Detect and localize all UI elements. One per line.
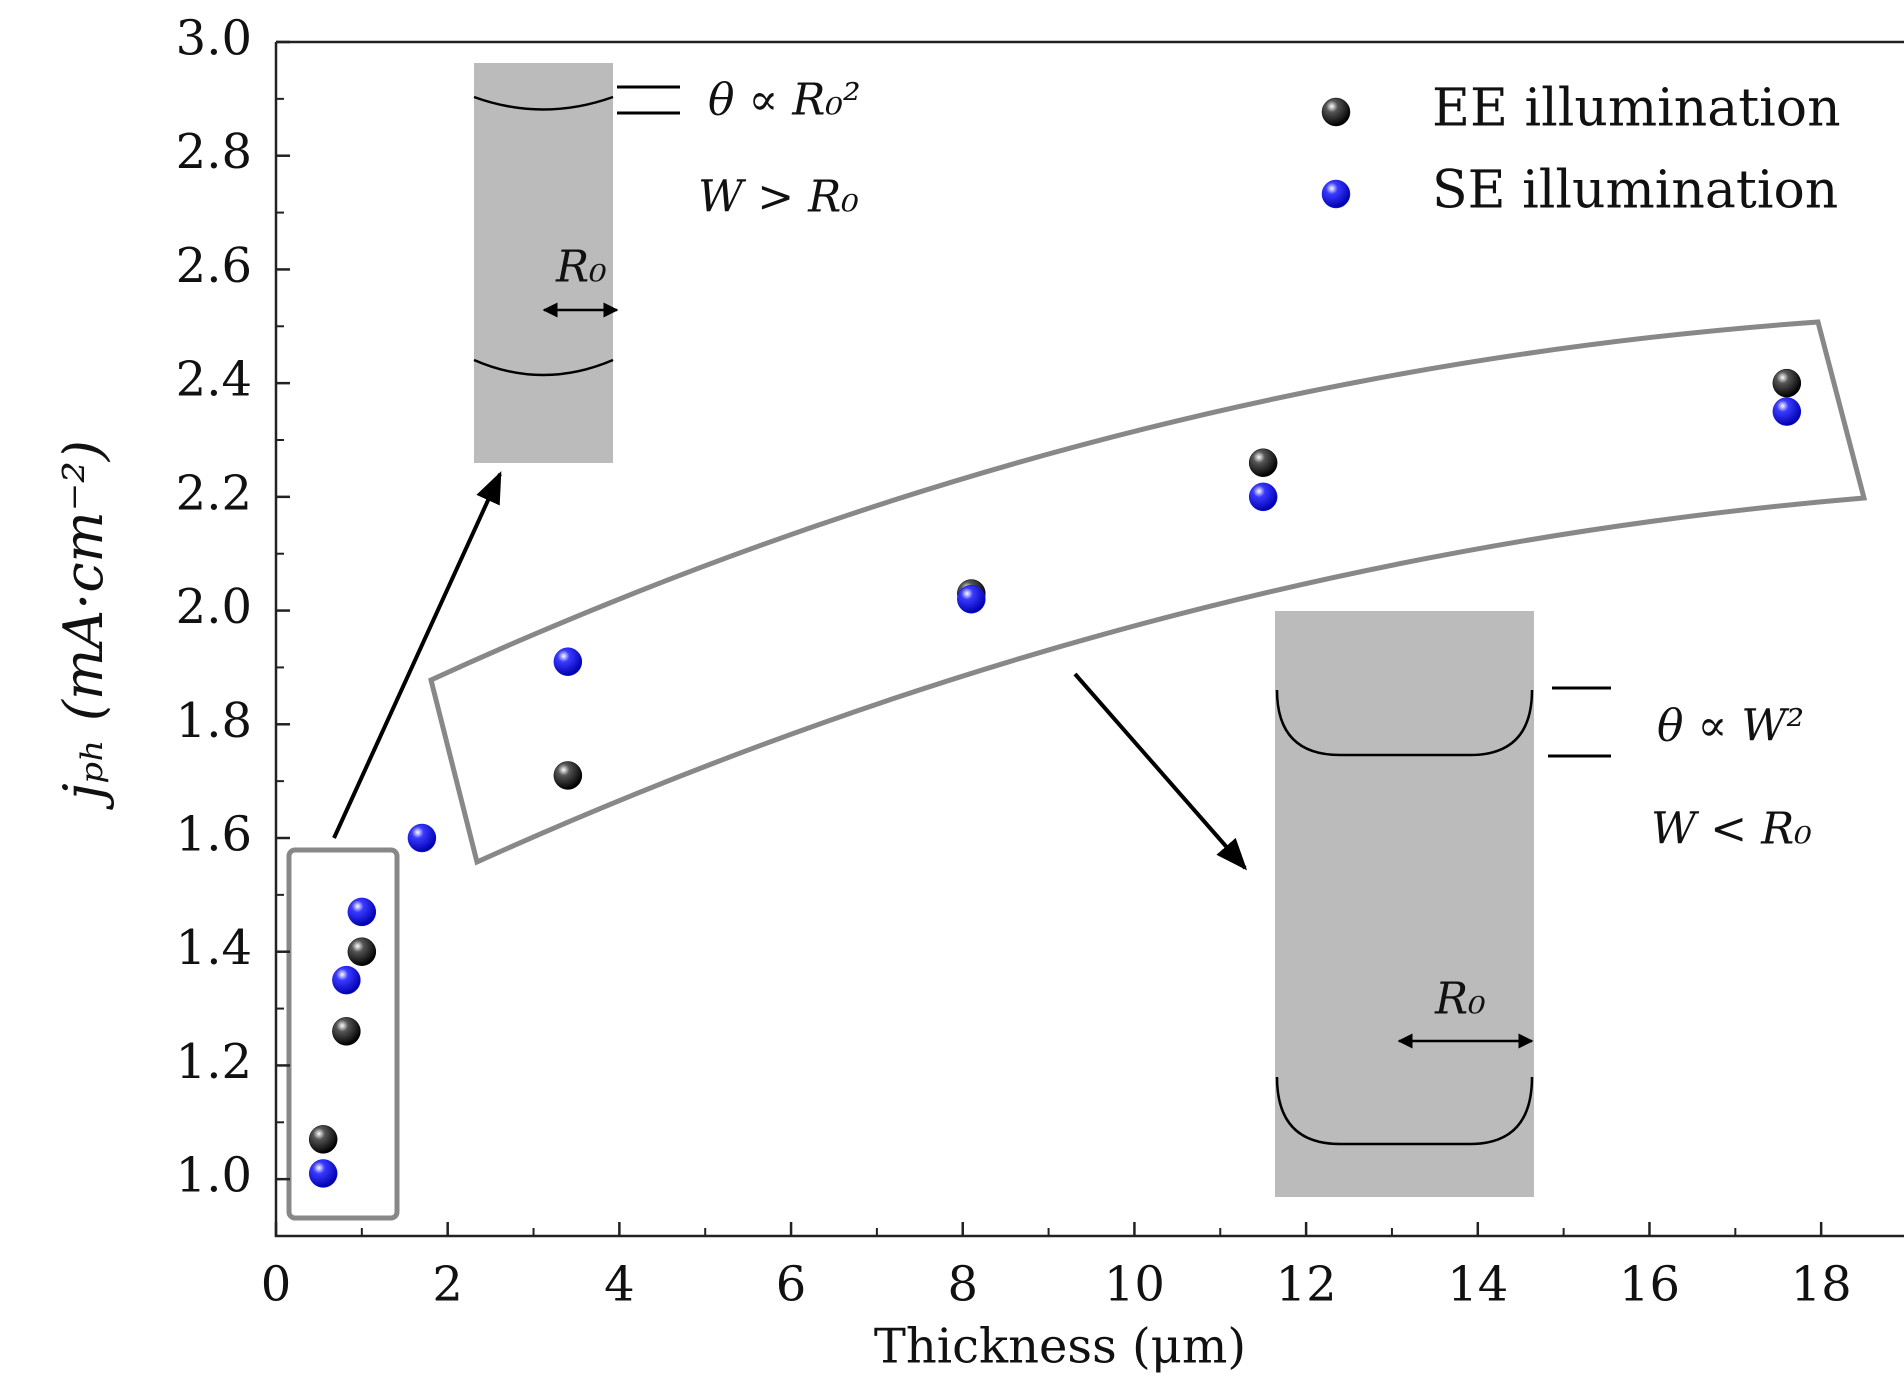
- x-tick-label: 14: [1447, 1257, 1508, 1313]
- data-point: [332, 1017, 361, 1046]
- y-tick-label: 2.8: [176, 124, 252, 180]
- highlight-band: [428, 319, 1868, 866]
- highlight-box: [286, 847, 400, 1221]
- y-tick-label: 1.6: [176, 807, 252, 863]
- y-tick-label: 1.0: [176, 1148, 252, 1204]
- x-tick-label: 16: [1619, 1257, 1680, 1313]
- data-point: [1772, 368, 1802, 398]
- y-tick-label: 2.6: [176, 238, 252, 294]
- y-tick-label: 3.0: [176, 11, 252, 67]
- data-point: [957, 584, 986, 614]
- x-tick-label: 18: [1791, 1257, 1852, 1313]
- data-point: [553, 761, 583, 790]
- data-point: [308, 1125, 338, 1154]
- y-tick-label: 1.4: [176, 920, 252, 976]
- legend-label: EE illumination: [1432, 79, 1841, 139]
- x-tick-label: 8: [947, 1257, 978, 1313]
- y-axis-label: jₚₕ (mA·cm⁻²): [52, 440, 115, 810]
- data-point: [332, 965, 361, 995]
- x-tick-label: 6: [776, 1257, 807, 1313]
- y-tick-label: 1.8: [176, 693, 252, 749]
- annotation: W > R₀: [698, 172, 859, 223]
- inset-small: [473, 63, 680, 463]
- arrow: [1073, 672, 1248, 871]
- y-tick-label: 2.0: [176, 579, 252, 635]
- legend-label: SE illumination: [1432, 161, 1838, 221]
- y-tick-label: 1.2: [176, 1034, 252, 1090]
- data-point: [1248, 482, 1278, 512]
- data-point: [407, 823, 437, 853]
- arrow: [332, 471, 502, 839]
- data-point: [347, 897, 377, 927]
- inset-large: [1275, 611, 1611, 1197]
- annotation: θ ∝ W²: [1657, 701, 1804, 752]
- legend-marker: [1321, 179, 1351, 209]
- data-point: [347, 937, 377, 966]
- x-tick-label: 10: [1104, 1257, 1165, 1313]
- x-tick-label: 2: [432, 1257, 463, 1313]
- data-point: [553, 647, 583, 676]
- annotation: θ ∝ R₀²: [708, 75, 861, 126]
- y-tick-label: 2.4: [176, 352, 252, 408]
- data-point: [1248, 448, 1278, 477]
- x-axis-label: Thickness (μm): [874, 1319, 1246, 1375]
- annotation: R₀: [555, 242, 607, 293]
- x-tick-label: 4: [604, 1257, 635, 1313]
- annotation: R₀: [1434, 974, 1486, 1025]
- data-point: [1772, 397, 1802, 426]
- annotation: W < R₀: [1651, 804, 1812, 855]
- data-point: [308, 1159, 338, 1188]
- x-tick-label: 0: [261, 1257, 292, 1313]
- y-tick-label: 2.2: [176, 465, 252, 521]
- legend-marker: [1321, 97, 1351, 127]
- x-tick-label: 12: [1276, 1257, 1337, 1313]
